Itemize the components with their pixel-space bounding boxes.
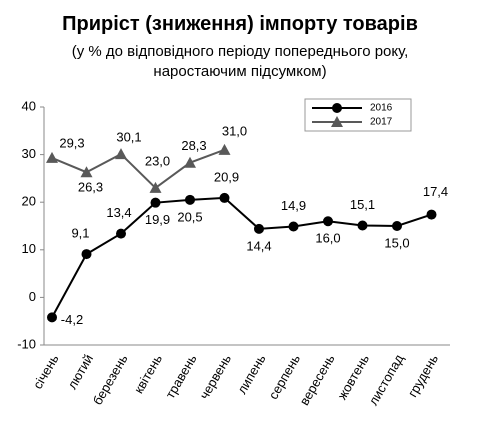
data-label: 9,1	[71, 226, 89, 241]
legend-label: 2017	[370, 117, 393, 128]
point	[392, 221, 402, 231]
data-label: 20,9	[214, 169, 239, 184]
point	[46, 151, 58, 163]
x-tick-label: грудень	[405, 352, 441, 400]
y-tick-label: 10	[22, 241, 36, 256]
legend-label: 2016	[370, 103, 393, 114]
point	[218, 143, 231, 155]
data-label: 23,0	[145, 153, 170, 168]
chart-subtitle: (у % до відповідного періоду попередньог…	[72, 43, 409, 60]
x-tick-label: лютий	[64, 352, 96, 392]
data-label: -4,2	[61, 312, 83, 327]
x-tick-label: травень	[162, 352, 199, 402]
chart-title: Приріст (зниження) імпорту товарів	[62, 13, 418, 35]
series: 29,3 26,3 30,1 23,0 28,3 31,0	[46, 123, 247, 195]
y-tick-label: 30	[22, 146, 36, 161]
data-label: 19,9	[145, 212, 170, 227]
point	[115, 148, 127, 160]
x-tick-label: березень	[90, 352, 131, 408]
data-label: 16,0	[315, 231, 340, 246]
x-tick-label: січень	[30, 352, 62, 392]
chart-subtitle: наростаючим підсумком)	[153, 63, 326, 80]
x-tick-label: жовтень	[334, 352, 372, 403]
data-label: 15,1	[350, 197, 375, 212]
point	[426, 209, 437, 220]
point	[185, 194, 195, 205]
data-label: 14,4	[246, 238, 271, 253]
point	[80, 166, 93, 178]
data-label: 17,4	[423, 184, 448, 199]
point	[149, 181, 162, 193]
legend-box	[304, 98, 412, 132]
y-tick-label: 20	[22, 194, 36, 209]
data-label: 29,3	[59, 135, 84, 150]
point	[332, 103, 342, 113]
data-label: 26,3	[78, 180, 103, 195]
point	[47, 312, 57, 323]
data-label: 15,0	[384, 235, 409, 250]
point	[81, 249, 92, 260]
data-label: 14,9	[281, 198, 306, 213]
y-tick-label: -10	[17, 336, 36, 351]
x-tick-label: вересень	[297, 352, 338, 408]
x-tick-label: червень	[196, 352, 234, 402]
y-tick-label: 40	[22, 98, 36, 113]
point	[331, 116, 343, 127]
x-tick-label: квітень	[131, 352, 165, 396]
x-tick-label: липень	[234, 352, 269, 397]
point	[323, 216, 333, 227]
x-tick-label: серпень	[265, 352, 303, 402]
data-label: 13,4	[106, 205, 131, 220]
point	[116, 228, 126, 239]
series-line	[51, 196, 432, 318]
data-label: 31,0	[222, 123, 247, 138]
point	[219, 192, 230, 203]
point	[357, 220, 368, 231]
y-tick-label: 0	[29, 289, 36, 304]
data-label: 28,3	[181, 138, 206, 153]
point	[184, 156, 196, 168]
point	[288, 221, 299, 232]
data-label: 30,1	[116, 130, 141, 145]
series-line	[51, 148, 225, 190]
data-label: 20,5	[177, 209, 202, 224]
point	[150, 197, 161, 208]
point	[254, 223, 264, 234]
series: -4,2 9,1 13,4 19,9 20,5 20,9 14,4 14,9 16,0 15,1 1…	[47, 169, 448, 327]
